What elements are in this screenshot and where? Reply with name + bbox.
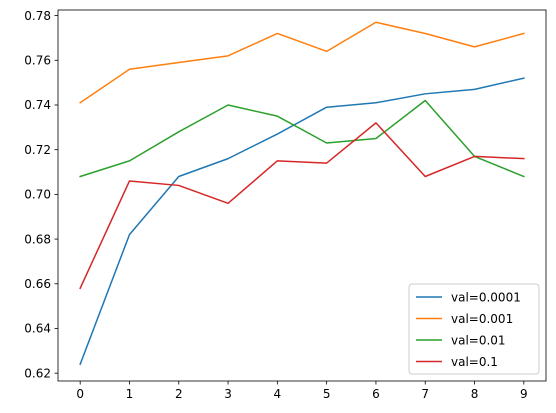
y-tick-label: 0.64 [24, 322, 51, 336]
legend: val=0.0001 val=0.001 val=0.01 val=0.1 [408, 283, 540, 375]
x-tick-label: 9 [520, 387, 528, 401]
series-line-val-0-01 [79, 99, 525, 178]
y-tick-label: 0.66 [24, 277, 51, 291]
y-tick-label: 0.70 [24, 188, 51, 202]
x-tick-label: 1 [126, 387, 134, 401]
series-line-val-0-1 [79, 122, 525, 290]
y-tick-label: 0.62 [24, 366, 51, 380]
x-tick-label: 3 [224, 387, 232, 401]
series-layer [79, 21, 525, 366]
x-tick-label: 8 [471, 387, 479, 401]
x-tick-label: 5 [323, 387, 331, 401]
axes-layer: 0 1 2 3 4 5 6 7 8 9 0.62 0.64 0.66 0.68 0.70 0.72 0.74 0.… [24, 9, 547, 401]
y-tick-label: 0.76 [24, 53, 51, 67]
plot-frame [57, 9, 547, 382]
x-tick-label: 6 [372, 387, 380, 401]
y-tick-label: 0.68 [24, 232, 51, 246]
x-tick-label: 7 [421, 387, 429, 401]
legend-label: val=0.1 [451, 355, 498, 369]
y-tick-label: 0.74 [24, 98, 51, 112]
series-line-val-0-0001 [79, 77, 525, 366]
x-tick-label: 0 [76, 387, 84, 401]
legend-box [408, 283, 540, 375]
legend-label: val=0.001 [451, 312, 513, 326]
y-tick-label: 0.78 [24, 9, 51, 23]
series-line-val-0-001 [79, 21, 525, 104]
legend-label: val=0.01 [451, 333, 506, 347]
x-tick-label: 2 [175, 387, 183, 401]
legend-label: val=0.0001 [451, 290, 521, 304]
y-tick-label: 0.72 [24, 143, 51, 157]
x-tick-label: 4 [274, 387, 282, 401]
